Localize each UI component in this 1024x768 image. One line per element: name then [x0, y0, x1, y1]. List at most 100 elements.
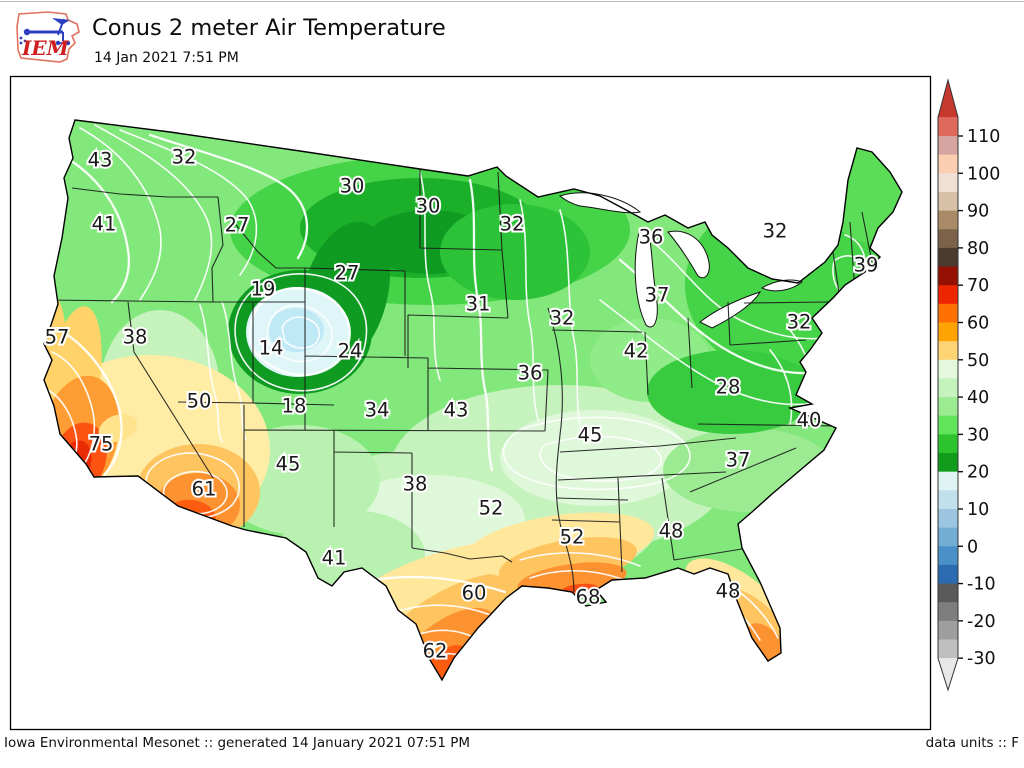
- anemometer-icon: [19, 18, 71, 46]
- lake-huron: [667, 230, 710, 279]
- temp-label: 24: [338, 340, 363, 363]
- colorbar-tick-label: 100: [967, 164, 1000, 184]
- colorbar-tick-label: 30: [967, 425, 989, 445]
- temp-label: 68: [576, 586, 601, 609]
- footer-credit: Iowa Environmental Mesonet :: generated …: [4, 735, 471, 751]
- temp-label: 39: [854, 254, 879, 277]
- temp-label: 75: [89, 433, 114, 456]
- temp-label: 48: [659, 520, 684, 543]
- footer-units: data units :: F: [925, 735, 1019, 751]
- temp-label: 28: [716, 376, 741, 399]
- colorbar-arrow-down: [938, 658, 958, 690]
- temp-label: 57: [45, 326, 70, 349]
- temp-label: 14: [259, 337, 284, 360]
- colorbar-segment: [938, 136, 958, 156]
- colorbar-segment: [938, 303, 958, 323]
- colorbar-segment: [938, 322, 958, 342]
- temp-label: 61: [192, 478, 217, 501]
- colorbar-tick-label: 0: [967, 537, 978, 557]
- colorbar-segment: [938, 247, 958, 268]
- footer: Iowa Environmental Mesonet :: generated …: [0, 733, 1024, 757]
- temp-label: 34: [365, 399, 390, 422]
- colorbar-segment: [938, 527, 958, 547]
- temp-label: 27: [225, 214, 250, 237]
- temp-label: 41: [322, 547, 347, 570]
- colorbar-segment: [938, 546, 958, 566]
- state-borders: [45, 170, 873, 593]
- colorbar-tick-label: 70: [967, 276, 989, 296]
- colorbar-tick-label: 90: [967, 202, 989, 222]
- colorbar-segment: [938, 229, 958, 249]
- temp-label: 32: [500, 213, 525, 236]
- temp-label: 62: [423, 640, 448, 663]
- colorbar-segment: [938, 191, 958, 212]
- colorbar-segment: [938, 434, 958, 454]
- colorbar-tick-label: 10: [967, 500, 989, 520]
- temp-label: 30: [340, 175, 365, 198]
- temp-label: 45: [276, 453, 301, 476]
- temp-label: 32: [172, 146, 197, 169]
- colorbar-segment: [938, 564, 958, 585]
- timestamp: 14 Jan 2021 7:51 PM: [94, 50, 239, 66]
- colorbar-segment: [938, 490, 958, 510]
- temp-label: 42: [624, 340, 649, 363]
- temp-label: 36: [639, 226, 664, 249]
- colorbar-segment: [938, 415, 958, 435]
- iem-logo: IEM: [16, 11, 80, 63]
- temp-label: 37: [726, 449, 751, 472]
- colorbar-segment: [938, 397, 958, 417]
- temp-label: 36: [518, 362, 543, 385]
- lake-erie: [699, 291, 762, 329]
- colorbar-segment: [938, 508, 958, 529]
- lake-michigan: [634, 227, 658, 328]
- header: IEM Conus 2 meter Air Temperature 14 Jan…: [0, 0, 1024, 76]
- temp-label: 32: [787, 311, 812, 334]
- logo-text: IEM: [21, 36, 70, 60]
- colorbar-tick-label: 50: [967, 351, 989, 371]
- colorbar-segment: [938, 639, 958, 659]
- colorbar-segment: [938, 341, 958, 361]
- colorbar-segment: [938, 471, 958, 491]
- temp-label: 50: [187, 390, 212, 413]
- temp-label: 31: [466, 293, 491, 316]
- temp-label: 43: [444, 399, 469, 422]
- colorbar-segment: [938, 117, 958, 137]
- temp-label: 48: [716, 580, 741, 603]
- temp-label: 38: [123, 326, 148, 349]
- colorbar-tick-label: -30: [967, 649, 996, 669]
- temp-label: 32: [763, 220, 788, 243]
- colorbar-tick-label: -10: [967, 575, 996, 595]
- temp-label: 45: [578, 424, 603, 447]
- colorbar-tick-label: 60: [967, 313, 989, 333]
- colorbar-segment: [938, 285, 958, 305]
- temp-label: 41: [92, 213, 117, 236]
- temp-label: 60: [462, 582, 487, 605]
- temp-label: 43: [88, 149, 113, 172]
- colorbar-segment: [938, 602, 958, 622]
- temp-label: 52: [560, 526, 585, 549]
- page-title: Conus 2 meter Air Temperature: [92, 15, 446, 41]
- temp-label: 40: [797, 409, 822, 432]
- lake-superior: [558, 192, 642, 214]
- colorbar-segment: [938, 583, 958, 603]
- temp-label: 18: [282, 395, 307, 418]
- temp-label: 37: [645, 284, 670, 307]
- colorbar-segment: [938, 620, 958, 641]
- great-lakes: [558, 192, 803, 329]
- colorbar-tick-label: 20: [967, 463, 989, 483]
- colorbar-segment: [938, 359, 958, 379]
- colorbar-segment: [938, 453, 958, 473]
- temp-label: 27: [335, 262, 360, 285]
- temp-label: 30: [416, 195, 441, 218]
- colorbar-tick-label: 110: [967, 127, 1000, 147]
- temperature-labels: 43 32 41 27 30 30 32 36 32 39 27 19 31 37 32 32 57 38 14 24…: [43, 144, 881, 665]
- colorbar-tick-label: 40: [967, 388, 989, 408]
- top-divider: [0, 1, 1024, 2]
- iowa-outline: [16, 11, 80, 63]
- colorbar-tick-label: 80: [967, 239, 989, 259]
- colorbar-segment: [938, 378, 958, 398]
- temp-label: 19: [251, 278, 276, 301]
- temp-label: 32: [550, 307, 575, 330]
